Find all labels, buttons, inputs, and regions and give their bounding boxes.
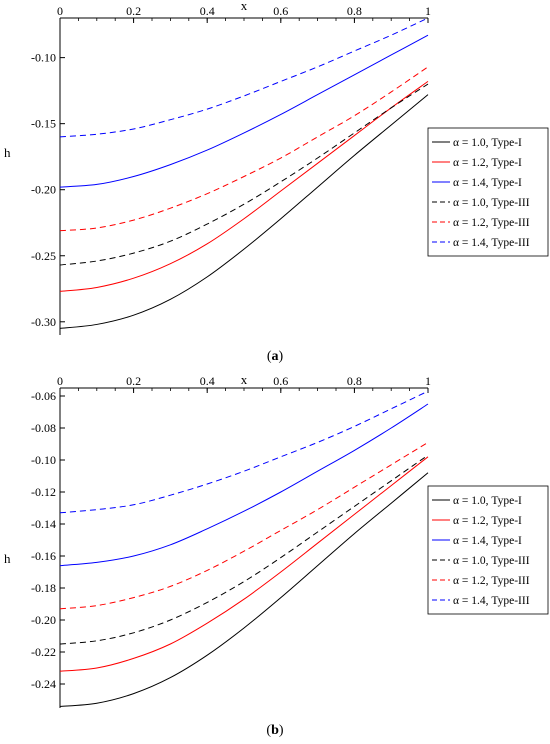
y-axis-label: h xyxy=(4,551,11,566)
series-line xyxy=(59,80,429,292)
series-line xyxy=(59,441,429,610)
y-tick-label: -0.14 xyxy=(31,517,56,531)
chart-panel-a: 0 0.2 0.4 0.6 0.8 1 -0.10 -0.15 -0.20 -0.25 -0.30 x… xyxy=(4,0,549,364)
legend-entry-label: α = 1.2, Type-III xyxy=(453,575,530,587)
series-line xyxy=(59,390,429,514)
y-tick-label: -0.22 xyxy=(31,645,56,659)
x-tick-label: 0.8 xyxy=(347,374,362,388)
chart-panel-b: 0 0.2 0.4 0.6 0.8 1 -0.06 -0.08 -0.10 -0.12 -0.14 -… xyxy=(4,372,549,738)
x-axis-label: x xyxy=(241,372,248,387)
series-line xyxy=(59,83,429,266)
y-tick-label: -0.24 xyxy=(31,677,56,691)
legend-entry-label: α = 1.4, Type-III xyxy=(453,237,530,249)
y-tick-label: -0.16 xyxy=(31,549,56,563)
x-tick-label: 0.4 xyxy=(200,4,215,18)
y-axis-label: h xyxy=(4,145,11,160)
legend-entry-label: α = 1.0, Type-I xyxy=(453,137,522,149)
legend-entry-label: α = 1.2, Type-I xyxy=(453,515,522,527)
series-line xyxy=(59,472,429,707)
y-tick-label: -0.30 xyxy=(31,315,56,329)
y-tick-label: -0.25 xyxy=(31,249,56,263)
x-tick-label: 0.2 xyxy=(126,374,141,388)
legend-entry-label: α = 1.0, Type-I xyxy=(453,495,522,507)
legend-entry-label: α = 1.2, Type-I xyxy=(453,157,522,169)
caption-letter: a xyxy=(272,349,279,364)
series-line xyxy=(59,456,429,672)
legend-entry-label: α = 1.4, Type-I xyxy=(453,177,522,189)
legend: α = 1.0, Type-I α = 1.2, Type-I α = 1.4, T… xyxy=(427,485,549,615)
legend-entry-label: α = 1.0, Type-III xyxy=(453,555,530,567)
series-line xyxy=(59,17,429,138)
x-tick-label: 1 xyxy=(425,374,431,388)
x-tick-label: 0 xyxy=(57,4,63,18)
x-tick-label: 0.2 xyxy=(126,4,141,18)
y-tick-label: -0.20 xyxy=(31,183,56,197)
x-tick-label: 0.6 xyxy=(273,4,288,18)
x-tick-label: 0.8 xyxy=(347,4,362,18)
x-tick-label: 0.4 xyxy=(200,374,215,388)
legend-box xyxy=(427,485,549,615)
series-line xyxy=(59,454,429,645)
legend: α = 1.0, Type-I α = 1.2, Type-I α = 1.4, T… xyxy=(427,127,549,257)
y-tick-label: -0.18 xyxy=(31,581,56,595)
legend-entry-label: α = 1.4, Type-I xyxy=(453,535,522,547)
panel-caption: (b) xyxy=(266,723,283,738)
caption-paren-close: ) xyxy=(279,723,284,738)
x-tick-label: 0 xyxy=(57,374,63,388)
caption-paren-close: ) xyxy=(279,349,284,364)
series-line xyxy=(59,403,429,567)
y-tick-label: -0.10 xyxy=(31,51,56,65)
series-line xyxy=(59,66,429,232)
caption-paren-open: ( xyxy=(266,723,271,738)
y-tick-label: -0.06 xyxy=(31,389,56,403)
x-tick-label: 0.6 xyxy=(273,374,288,388)
y-tick-label: -0.08 xyxy=(31,421,56,435)
legend-entry-label: α = 1.4, Type-III xyxy=(453,595,530,607)
y-tick-label: -0.10 xyxy=(31,453,56,467)
series-line xyxy=(59,94,429,329)
y-tick-label: -0.15 xyxy=(31,117,56,131)
legend-entry-label: α = 1.2, Type-III xyxy=(453,217,530,229)
panel-caption: (a) xyxy=(267,349,284,364)
x-axis-label: x xyxy=(241,0,248,13)
caption-letter: b xyxy=(271,723,279,738)
legend-entry-label: α = 1.0, Type-III xyxy=(453,197,530,209)
series-line xyxy=(59,34,429,188)
y-tick-label: -0.20 xyxy=(31,613,56,627)
x-tick-label: 1 xyxy=(425,4,431,18)
y-tick-label: -0.12 xyxy=(31,485,56,499)
legend-box xyxy=(427,127,549,257)
caption-paren-open: ( xyxy=(267,349,272,364)
